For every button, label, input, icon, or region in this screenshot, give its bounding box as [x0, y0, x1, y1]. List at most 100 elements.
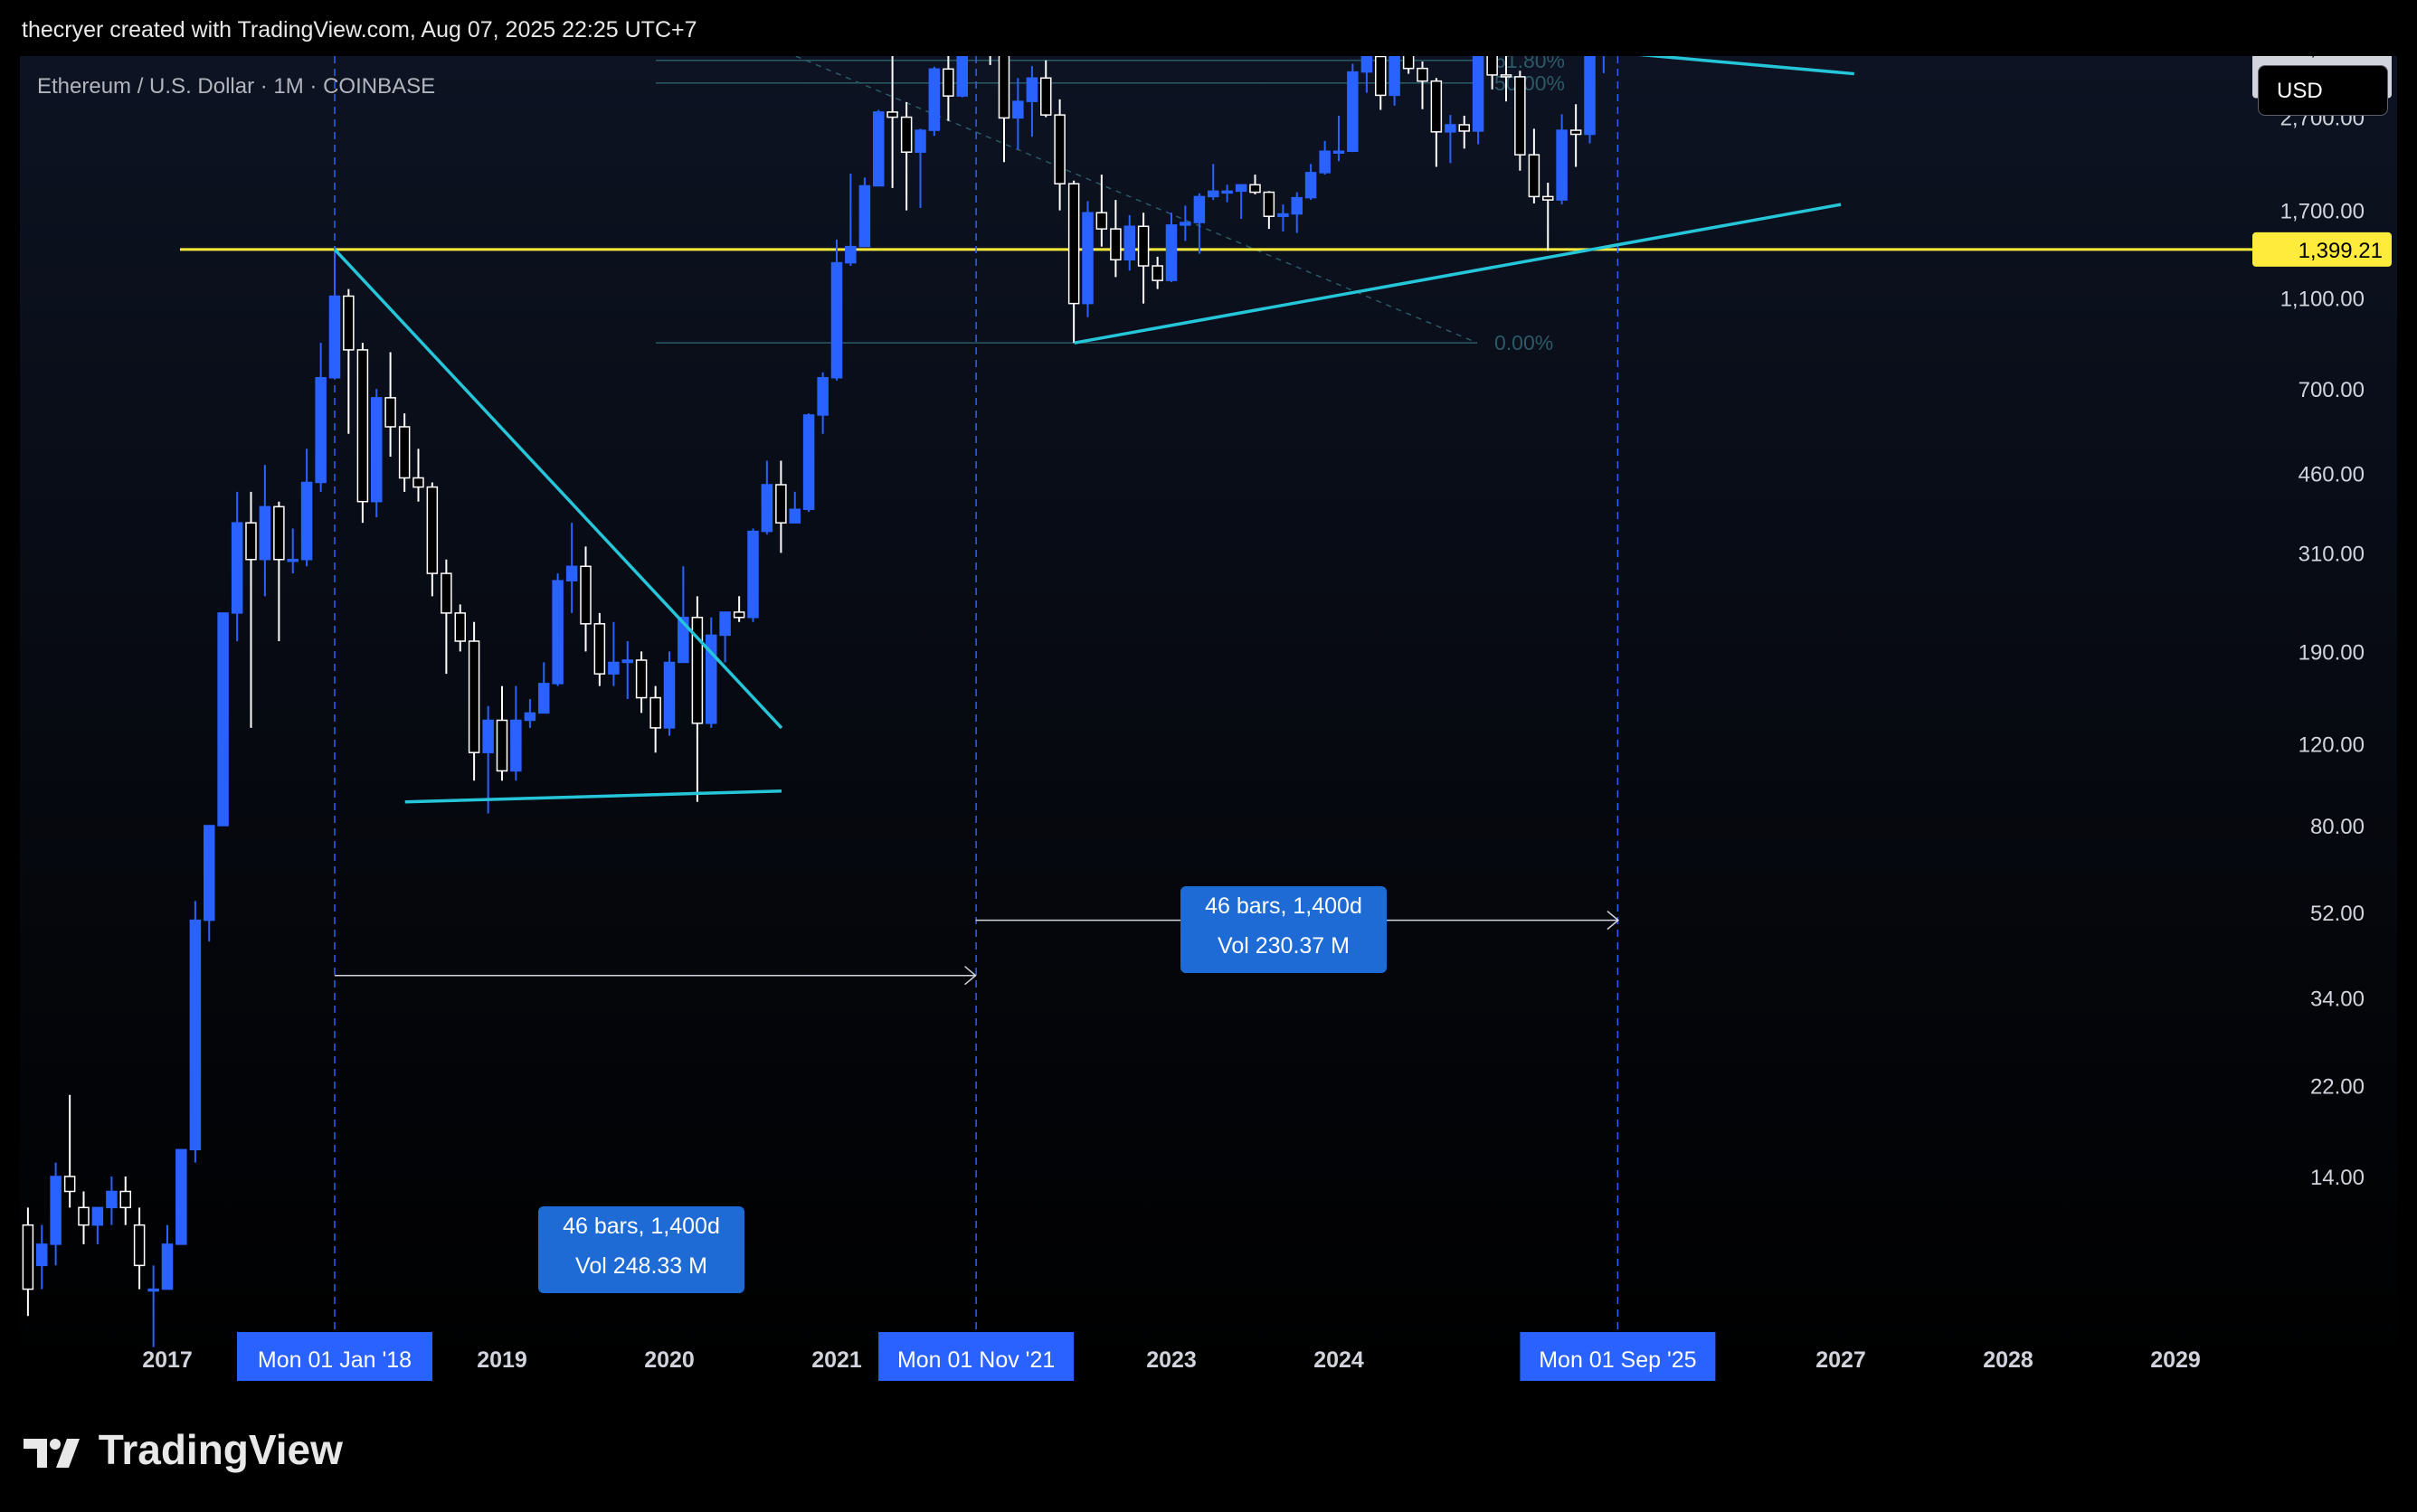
trendline-3 [1074, 203, 1842, 345]
time-axis-label-7: 2028 [1983, 1347, 2033, 1373]
candle-body-49 [678, 617, 689, 664]
candle-body-104 [1445, 124, 1456, 133]
candle-body-98 [1360, 56, 1373, 73]
candle-body-11 [147, 1288, 159, 1292]
candle-body-87 [1208, 190, 1219, 198]
horizontal-levels [180, 248, 2254, 251]
candle-body-76 [1054, 114, 1066, 184]
candle-body-63 [873, 111, 885, 187]
candle-body-95 [1319, 150, 1331, 174]
candle-body-32 [441, 572, 452, 614]
price-axis-label-10: 310.00 [2299, 542, 2365, 566]
candle-body-108 [1500, 74, 1512, 78]
candle-body-109 [1514, 76, 1526, 156]
candle-body-38 [524, 712, 536, 722]
candle-body-46 [635, 659, 648, 699]
time-axis: 2017 2019 2020 2021 2023 2024 2027 2028 2029 Mon … [142, 1332, 2201, 1381]
price-axis-label-15: 34.00 [2310, 987, 2365, 1011]
candle-body-89 [1235, 184, 1247, 193]
candle-body-31 [426, 486, 439, 574]
tradingview-logo: TradingView [24, 1425, 343, 1474]
chart-area[interactable]: 423.60%361.80%261.80%161.80%100.00%78.60… [20, 56, 2397, 1389]
candle-body-102 [1417, 67, 1428, 82]
candle-body-48 [663, 661, 676, 729]
candle-body-25 [343, 295, 355, 351]
candle-body-52 [719, 611, 731, 637]
measure-callout-1: 46 bars, 1,400d Vol 248.33 M [538, 1206, 744, 1293]
brand-name: TradingView [98, 1426, 343, 1473]
candle-body-41 [565, 565, 578, 581]
candle-body-84 [1165, 224, 1178, 281]
candle-body-80 [1110, 228, 1122, 260]
candle-body-44 [608, 661, 620, 675]
credit-header: thecryer created with TradingView.com, A… [22, 17, 697, 43]
price-tag-label-1: 3,834.48 [2299, 56, 2383, 60]
date-marker-label-0: Mon 01 Jan '18 [258, 1347, 412, 1373]
candle-body-15 [204, 825, 215, 921]
fib-label-6: 61.80% [1494, 56, 1565, 72]
price-axis-label-9: 460.00 [2299, 463, 2365, 487]
price-tag-bg-2 [2252, 232, 2392, 267]
candle-body-33 [454, 612, 466, 642]
callout-1-bars: 46 bars, 1,400d [563, 1214, 720, 1239]
price-chart[interactable]: 423.60%361.80%261.80%161.80%100.00%78.60… [20, 56, 2397, 1389]
candle-body-51 [706, 634, 717, 724]
candle-body-17 [231, 522, 243, 614]
candle-body-21 [287, 558, 299, 562]
candle-body-81 [1123, 225, 1135, 260]
candle-body-97 [1347, 71, 1359, 152]
candle-body-110 [1528, 154, 1540, 198]
candle-body-54 [747, 530, 759, 619]
candle-body-103 [1430, 80, 1443, 133]
time-axis-label-6: 2027 [1815, 1347, 1866, 1373]
price-axis-label-17: 14.00 [2310, 1166, 2365, 1190]
price-axis-label-16: 22.00 [2310, 1074, 2365, 1099]
candle-body-92 [1277, 213, 1289, 217]
price-axis-label-7: 1,100.00 [2280, 287, 2365, 311]
candle-body-83 [1152, 265, 1163, 281]
callout-2-bars: 46 bars, 1,400d [1205, 893, 1362, 919]
candle-body-2 [22, 1224, 34, 1290]
date-marker-bg-0 [237, 1332, 432, 1381]
fib-diagonal [793, 56, 1478, 344]
candle-body-13 [175, 1148, 187, 1245]
time-axis-label-2: 2020 [644, 1347, 695, 1373]
candle-body-57 [789, 508, 801, 524]
candle-body-5 [63, 1176, 76, 1193]
candle-body-43 [593, 623, 606, 675]
candle-body-27 [371, 397, 383, 503]
tradingview-logo-icon [24, 1438, 80, 1468]
candle-body-39 [538, 683, 550, 714]
trendline-2 [1638, 56, 1854, 76]
candle-body-7 [91, 1206, 104, 1226]
candle-body-16 [217, 612, 229, 827]
currency-button[interactable]: USD [2258, 65, 2388, 116]
candle-body-3 [36, 1243, 48, 1267]
candle-body-106 [1472, 56, 1484, 132]
price-axis-label-12: 120.00 [2299, 733, 2365, 758]
candle-body-19 [259, 506, 271, 561]
symbol-label[interactable]: Ethereum / U.S. Dollar · 1M · COINBASE [37, 74, 436, 99]
candle-body-59 [817, 376, 829, 416]
callout-2-volume: Vol 230.37 M [1218, 933, 1350, 959]
candle-body-58 [802, 414, 815, 510]
candle-body-35 [482, 719, 494, 753]
candle-body-55 [761, 484, 773, 533]
candles [22, 56, 1605, 1347]
candle-body-61 [845, 245, 857, 264]
candle-body-85 [1180, 222, 1191, 226]
candle-body-53 [733, 611, 745, 619]
candle-body-101 [1402, 56, 1415, 70]
date-marker-label-1: Mon 01 Nov '21 [897, 1347, 1055, 1373]
candle-body-36 [496, 719, 508, 772]
price-tag-label-2: 1,399.21 [2299, 239, 2383, 263]
candle-body-100 [1389, 56, 1400, 97]
candle-body-86 [1193, 195, 1206, 223]
candle-body-99 [1375, 56, 1387, 97]
candle-body-28 [384, 397, 396, 428]
candle-body-65 [900, 116, 913, 153]
candle-body-22 [300, 481, 313, 561]
price-axis: 28,000.0016,000.0010,000.006,500.004,100… [2280, 107, 2365, 1190]
trendline-1 [404, 789, 782, 804]
date-marker-label-2: Mon 01 Sep '25 [1539, 1347, 1696, 1373]
